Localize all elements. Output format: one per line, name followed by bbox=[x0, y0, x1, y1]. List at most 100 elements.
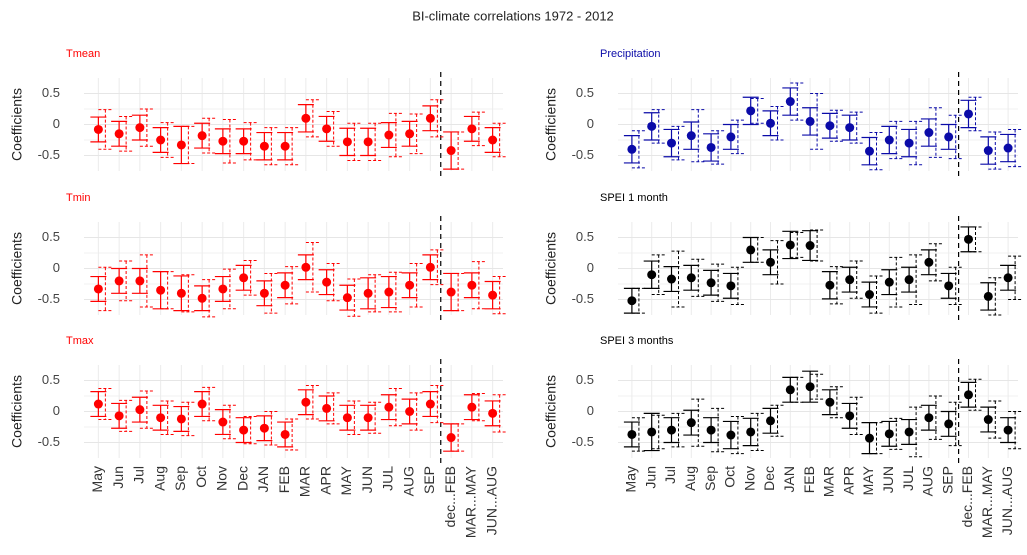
point bbox=[259, 423, 269, 433]
dashed-error-bar bbox=[347, 400, 362, 435]
x-tick-label: MAR bbox=[297, 466, 313, 497]
point bbox=[746, 427, 756, 437]
point bbox=[785, 97, 795, 107]
chart-title: BI-climate correlations 1972 - 2012 bbox=[412, 8, 614, 23]
dashed-error-bar bbox=[909, 120, 924, 166]
dashed-error-bar bbox=[264, 127, 279, 166]
point bbox=[135, 123, 145, 133]
point bbox=[218, 136, 228, 146]
point bbox=[218, 417, 228, 427]
dashed-error-bar bbox=[750, 412, 765, 452]
point bbox=[384, 287, 394, 297]
point bbox=[944, 419, 954, 429]
point bbox=[363, 137, 373, 147]
dashed-error-bar bbox=[810, 93, 825, 150]
point bbox=[93, 284, 103, 294]
y-axis-label: Coefficients bbox=[543, 88, 559, 161]
x-tick-label: MAR bbox=[821, 466, 837, 497]
dashed-error-bar bbox=[928, 107, 943, 158]
point bbox=[647, 270, 657, 280]
point bbox=[1003, 273, 1013, 283]
dashed-error-bar bbox=[671, 412, 686, 448]
y-axis-label: Coefficients bbox=[9, 232, 25, 305]
dashed-error-bar bbox=[810, 229, 825, 262]
dashed-error-bar bbox=[388, 271, 403, 313]
dashed-error-bar bbox=[631, 417, 646, 452]
point bbox=[884, 135, 894, 145]
point bbox=[706, 278, 716, 288]
point bbox=[667, 425, 676, 435]
dashed-error-bar bbox=[909, 406, 924, 458]
x-tick-label: FEB bbox=[801, 466, 817, 493]
dashed-error-bar bbox=[160, 122, 175, 158]
point bbox=[425, 262, 435, 272]
dashed-error-bar bbox=[691, 398, 706, 447]
dashed-error-bar bbox=[492, 122, 507, 158]
dashed-error-bar bbox=[388, 112, 403, 158]
dashed-error-bar bbox=[264, 411, 279, 446]
point bbox=[384, 130, 394, 140]
point bbox=[156, 135, 166, 145]
point bbox=[983, 291, 993, 301]
point bbox=[239, 425, 249, 435]
y-tick-label: -0.5 bbox=[572, 434, 594, 449]
x-tick-label: Oct bbox=[193, 466, 209, 488]
point bbox=[488, 290, 498, 300]
point bbox=[766, 118, 775, 128]
point bbox=[467, 280, 477, 290]
dashed-error-bar bbox=[305, 241, 320, 293]
dashed-error-bar bbox=[368, 122, 383, 161]
dashed-error-bar bbox=[651, 109, 666, 144]
point bbox=[667, 274, 676, 284]
point bbox=[964, 234, 973, 244]
x-tick-label: Jul bbox=[131, 466, 147, 484]
dashed-error-bar bbox=[829, 109, 844, 142]
point bbox=[667, 138, 676, 148]
point bbox=[93, 124, 103, 134]
point bbox=[686, 418, 696, 428]
x-tick-label: SEP bbox=[939, 466, 955, 494]
y-axis-label: Coefficients bbox=[543, 375, 559, 448]
point bbox=[865, 146, 874, 156]
dashed-error-bar bbox=[968, 378, 983, 411]
dashed-error-bar bbox=[829, 266, 844, 305]
dashed-error-bar bbox=[181, 274, 196, 313]
dashed-error-bar bbox=[119, 115, 134, 152]
dashed-error-bar bbox=[222, 119, 237, 164]
point bbox=[805, 241, 815, 251]
point bbox=[1003, 143, 1013, 153]
point bbox=[197, 131, 207, 141]
panel-title: SPEI 3 months bbox=[600, 335, 674, 347]
point bbox=[706, 425, 716, 435]
point bbox=[825, 397, 835, 407]
point bbox=[884, 429, 894, 439]
dashed-error-bar bbox=[1008, 255, 1023, 300]
panel-title: Tmin bbox=[66, 192, 90, 204]
dashed-error-bar bbox=[285, 127, 300, 166]
dashed-error-bar bbox=[305, 99, 320, 138]
point bbox=[301, 113, 311, 123]
y-tick-label: 0.5 bbox=[576, 85, 594, 100]
dashed-error-bar bbox=[730, 415, 745, 455]
x-tick-label: JUN...AUG bbox=[483, 466, 499, 535]
point bbox=[280, 141, 290, 151]
point bbox=[301, 397, 311, 407]
panel-title: Tmean bbox=[66, 48, 100, 60]
point bbox=[197, 293, 207, 303]
x-tick-label: APR bbox=[840, 466, 856, 495]
dashed-error-bar bbox=[471, 393, 486, 422]
point bbox=[785, 240, 795, 250]
dashed-error-bar bbox=[430, 249, 445, 286]
x-tick-label: MAR...MAY bbox=[979, 465, 995, 538]
x-tick-label: JUN bbox=[880, 466, 896, 493]
dashed-error-bar bbox=[98, 109, 113, 150]
dashed-error-bar bbox=[928, 395, 943, 440]
x-tick-label: Nov bbox=[741, 466, 757, 491]
x-tick-label: dec...FEB bbox=[959, 466, 975, 527]
dashed-error-bar bbox=[368, 274, 383, 313]
point bbox=[488, 408, 498, 418]
dashed-error-bar bbox=[671, 125, 686, 161]
dashed-error-bar bbox=[305, 384, 320, 420]
x-tick-label: Jun bbox=[110, 466, 126, 489]
x-tick-label: Sep bbox=[172, 466, 188, 491]
